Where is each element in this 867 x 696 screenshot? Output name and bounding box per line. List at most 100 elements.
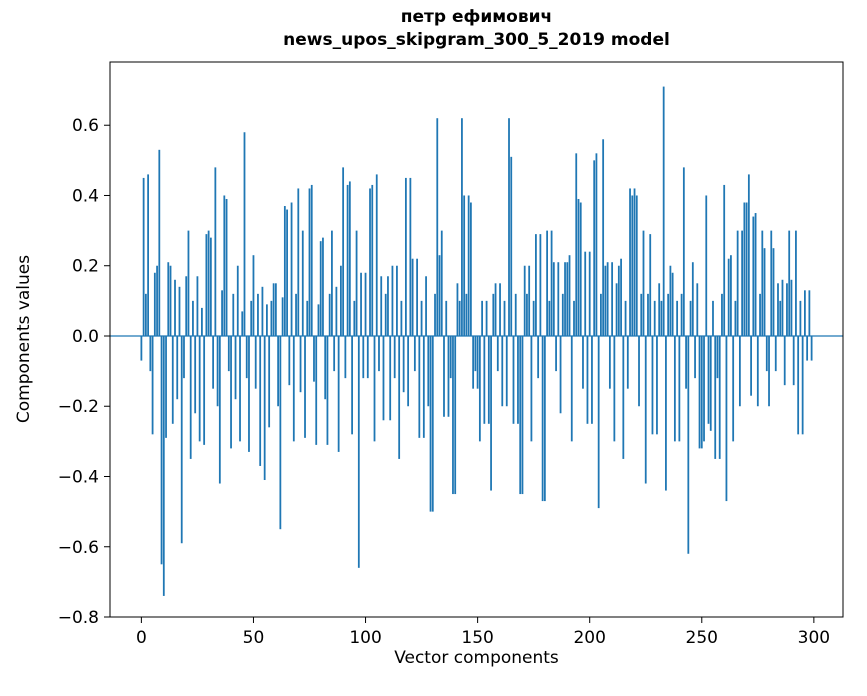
bar xyxy=(797,335,800,435)
x-tick-label: 250 xyxy=(686,628,718,648)
bar xyxy=(573,300,575,336)
bar xyxy=(647,293,649,336)
bar xyxy=(617,265,620,336)
bar xyxy=(434,293,436,336)
bar xyxy=(407,335,410,407)
bar xyxy=(438,255,441,336)
bar xyxy=(236,265,239,336)
bar xyxy=(575,153,578,336)
bar xyxy=(339,265,342,336)
bar xyxy=(543,335,546,502)
bar xyxy=(252,255,255,336)
bar xyxy=(196,276,199,336)
bar xyxy=(752,216,755,336)
bar xyxy=(400,300,403,336)
bar xyxy=(608,335,611,389)
bar xyxy=(232,293,235,336)
bar xyxy=(378,335,380,372)
bar xyxy=(158,149,161,336)
bar xyxy=(140,335,143,361)
bar xyxy=(685,335,687,389)
bar xyxy=(669,265,672,336)
bar xyxy=(763,248,766,336)
bar xyxy=(727,258,730,336)
bar xyxy=(687,335,690,554)
bar xyxy=(550,230,553,336)
y-axis-label: Components values xyxy=(14,254,34,424)
bar xyxy=(183,335,185,379)
bar xyxy=(281,297,284,336)
bar xyxy=(721,293,723,336)
bar xyxy=(537,335,540,379)
bar xyxy=(682,167,685,336)
bar xyxy=(633,188,636,336)
bar xyxy=(353,300,356,336)
bar xyxy=(620,258,622,336)
bar xyxy=(402,335,405,393)
bar xyxy=(606,262,609,336)
bar xyxy=(203,335,206,445)
bar xyxy=(510,156,513,336)
bar xyxy=(514,293,517,336)
bar xyxy=(198,335,201,442)
bar xyxy=(591,335,593,424)
bar xyxy=(678,335,681,442)
bar xyxy=(218,335,221,484)
bar xyxy=(494,283,497,336)
bar xyxy=(398,335,401,459)
bar xyxy=(804,290,806,336)
bar xyxy=(185,276,188,336)
bar xyxy=(272,283,275,336)
bar xyxy=(501,335,504,407)
bar xyxy=(783,335,786,386)
bar xyxy=(411,258,414,336)
bar xyxy=(288,335,291,386)
bar xyxy=(445,300,448,336)
bar xyxy=(461,118,463,336)
bar xyxy=(295,293,297,336)
bar xyxy=(422,335,425,438)
bar xyxy=(333,335,336,372)
bar xyxy=(732,335,735,442)
bar xyxy=(342,167,345,336)
bar xyxy=(299,335,302,393)
bar xyxy=(440,230,443,336)
bar xyxy=(194,335,197,414)
bar xyxy=(705,195,708,336)
bar xyxy=(649,234,652,336)
bar xyxy=(369,188,371,336)
bar xyxy=(270,300,273,336)
bar xyxy=(335,286,338,336)
bar xyxy=(259,335,262,466)
bar xyxy=(266,304,268,336)
bar xyxy=(416,258,418,336)
bar xyxy=(429,335,432,512)
bar xyxy=(626,335,629,389)
bar xyxy=(389,335,392,421)
bar xyxy=(508,118,510,336)
bar xyxy=(622,335,625,459)
bar xyxy=(759,293,761,336)
bar xyxy=(588,251,591,336)
bar xyxy=(492,293,495,336)
bar xyxy=(322,237,324,336)
axes-spines xyxy=(109,61,844,618)
bar xyxy=(566,262,569,336)
bar xyxy=(165,335,167,438)
bar xyxy=(436,118,439,336)
bar xyxy=(290,202,293,336)
bar xyxy=(160,335,163,565)
bar xyxy=(263,335,266,481)
bar xyxy=(371,184,374,336)
bar xyxy=(801,335,804,435)
bar xyxy=(777,283,779,336)
bar xyxy=(420,300,423,336)
bar xyxy=(774,335,777,372)
bar xyxy=(703,335,705,442)
bar xyxy=(481,300,483,336)
bar xyxy=(153,272,156,336)
bar xyxy=(463,195,466,336)
y-tick-label: 0.0 xyxy=(72,327,99,347)
bar xyxy=(306,300,309,336)
